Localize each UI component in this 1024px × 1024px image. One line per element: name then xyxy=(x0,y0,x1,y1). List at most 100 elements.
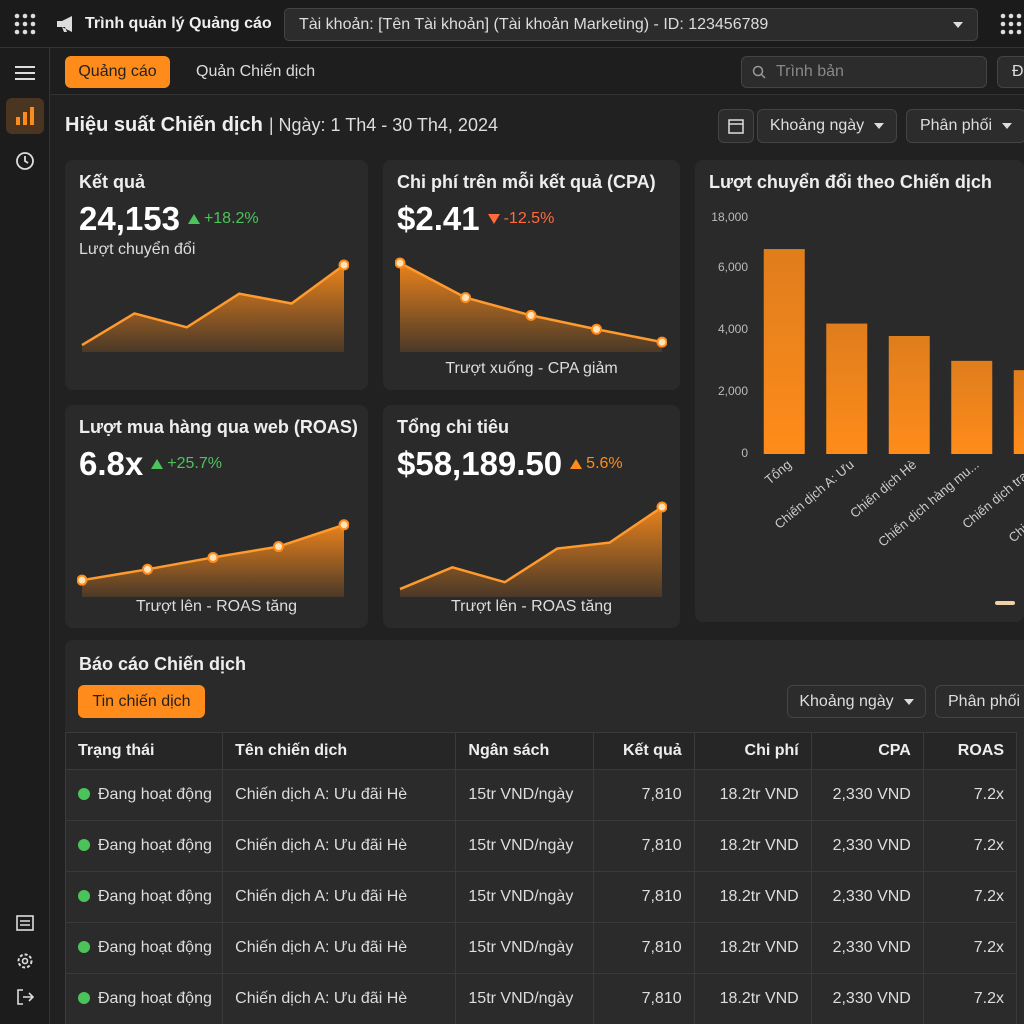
active-nav[interactable] xyxy=(6,98,44,134)
bar xyxy=(951,360,993,454)
sparkline-dot xyxy=(142,563,153,575)
tab[interactable]: Quản Chiến dịch xyxy=(196,63,316,80)
column-header: Tên chiến dịch xyxy=(222,732,457,770)
date-range: | Ngày: 1 Th4 - 30 Th4, 2024 xyxy=(268,115,498,135)
chart-icon xyxy=(16,107,34,125)
table-cell: 15tr VND/ngày xyxy=(455,820,594,872)
kpi-card: Kết quả 24,153 +18.2% Lượt chuyển đổi xyxy=(65,160,368,390)
kpi-value-row: 24,153 +18.2% xyxy=(79,200,259,238)
axis-top-label: 18,000 xyxy=(711,210,748,224)
report-button[interactable]: Tin chiến dịch xyxy=(78,685,205,718)
calendar-button[interactable] xyxy=(718,109,754,143)
table-cell: 7,810 xyxy=(592,769,695,821)
column-header: ROAS xyxy=(922,732,1018,770)
app-title: Trình quản lý Quảng cáo xyxy=(85,15,272,32)
trend-arrow xyxy=(187,214,200,224)
nav-button[interactable]: Đ xyxy=(997,56,1024,88)
kpi-caption: Trượt lên - ROAS tăng xyxy=(135,598,298,615)
kpi-value: $2.41 xyxy=(397,200,480,237)
menu-icon[interactable] xyxy=(15,65,35,81)
y-tick-label: 4,000 xyxy=(718,322,748,336)
filter-label: Khoảng ngày xyxy=(769,117,865,134)
trend-arrow xyxy=(151,459,164,469)
trend-arrow xyxy=(487,214,500,224)
status-dot xyxy=(78,788,90,800)
column-header: Chi phí xyxy=(693,732,812,770)
sparkline xyxy=(81,259,349,352)
sparkline-dot xyxy=(273,541,284,553)
kpi-value: 24,153 xyxy=(79,200,180,237)
status-dot xyxy=(78,890,90,902)
report-panel: Báo cáo Chiến dịch Tin chiến dịch Khoảng… xyxy=(65,640,1024,1024)
table-cell: 15tr VND/ngày xyxy=(455,769,594,821)
trend-arrow xyxy=(570,459,583,469)
sparkline-dot xyxy=(656,501,667,513)
table-cell: Chiến dịch A: Ưu đãi Hè xyxy=(222,922,457,974)
table-cell: 15tr VND/ngày xyxy=(455,871,594,923)
doc-icon[interactable] xyxy=(16,914,34,932)
tab-bar: Quảng cáo Quản Chiến dịch Trình bản Đ xyxy=(51,48,1024,95)
sparkline-dot xyxy=(338,519,349,531)
table-filter-date[interactable]: Khoảng ngày xyxy=(787,685,926,718)
status-text: Đang hoạt động xyxy=(98,837,212,854)
status-cell: Đang hoạt động xyxy=(65,820,224,872)
table-cell: 15tr VND/ngày xyxy=(455,973,594,1024)
kpi-card: Lượt mua hàng qua web (ROAS) 6.8x +25.7% Tr… xyxy=(65,405,368,628)
table-cell: 7.2x xyxy=(922,922,1018,974)
y-tick-label: 6,000 xyxy=(718,260,748,274)
kpi-change: 5.6% xyxy=(586,455,623,472)
sparkline-area xyxy=(400,507,662,597)
sparkline-dot xyxy=(656,336,667,348)
sparkline-dot xyxy=(525,309,537,321)
apps-icon[interactable] xyxy=(14,13,36,35)
table-cell: 2,330 VND xyxy=(810,820,924,872)
search-icon xyxy=(752,65,766,79)
kpi-caption: Trượt lên - ROAS tăng xyxy=(450,598,613,615)
status-dot xyxy=(78,839,90,851)
table-cell: Chiến dịch A: Ưu đãi Hè xyxy=(222,871,457,923)
sidebar xyxy=(0,48,50,1024)
kpi-change-wrap: +25.7% xyxy=(151,455,222,473)
table-cell: 18.2tr VND xyxy=(693,820,812,872)
filter-date[interactable]: Khoảng ngày xyxy=(757,109,897,143)
table-cell: 7,810 xyxy=(592,922,695,974)
kpi-title: Kết quả xyxy=(79,172,146,192)
table-filter-delivery[interactable]: Phân phối xyxy=(935,685,1024,718)
tab-active[interactable]: Quảng cáo xyxy=(65,56,170,88)
kpi-value-row: $2.41 -12.5% xyxy=(397,200,554,238)
table-cell: Chiến dịch A: Ưu đãi Hè xyxy=(222,973,457,1024)
clock-icon[interactable] xyxy=(15,151,35,171)
bar xyxy=(763,249,805,454)
kpi-card: Tổng chi tiêu $58,189.50 5.6% Trượt lên - R… xyxy=(383,405,680,628)
report-table: Trạng thái Tên chiến dịch Ngân sách Kết quả… xyxy=(65,732,1018,1024)
caret xyxy=(953,21,963,28)
account-select[interactable]: Tài khoản: [Tên Tài khoản] (Tài khoản Ma… xyxy=(284,8,978,41)
filter-delivery[interactable]: Phân phối xyxy=(906,109,1024,143)
bar xyxy=(888,336,930,454)
apps-icon-right[interactable] xyxy=(1000,13,1024,35)
logout-icon[interactable] xyxy=(16,988,34,1006)
settings-icon[interactable] xyxy=(16,952,34,970)
table-cell: 7.2x xyxy=(922,973,1018,1024)
kpi-change-wrap: +18.2% xyxy=(187,210,259,228)
table-cell: 2,330 VND xyxy=(810,871,924,923)
table-cell: 7.2x xyxy=(922,820,1018,872)
sparkline-dot xyxy=(207,551,219,563)
table-cell: 2,330 VND xyxy=(810,769,924,821)
sparkline-area xyxy=(400,262,662,352)
search-box[interactable]: Trình bản xyxy=(741,56,987,88)
status-text: Đang hoạt động xyxy=(98,939,212,956)
caret xyxy=(874,123,885,129)
sparkline-line xyxy=(399,505,663,591)
kpi-value: 6.8x xyxy=(79,445,144,482)
caret xyxy=(903,698,914,705)
table-cell: Chiến dịch A: Ưu đãi Hè xyxy=(222,769,457,821)
kpi-title: Tổng chi tiêu xyxy=(397,417,509,437)
column-header: Kết quả xyxy=(592,732,695,770)
status-text: Đang hoạt động xyxy=(98,888,212,905)
scroll-indicator xyxy=(995,601,1015,605)
table-row: Đang hoạt động Chiến dịch A: Ưu đãi Hè 15t… xyxy=(65,973,1018,1024)
kpi-title: Chi phí trên mỗi kết quả (CPA) xyxy=(397,172,656,192)
table-cell: 15tr VND/ngày xyxy=(455,922,594,974)
